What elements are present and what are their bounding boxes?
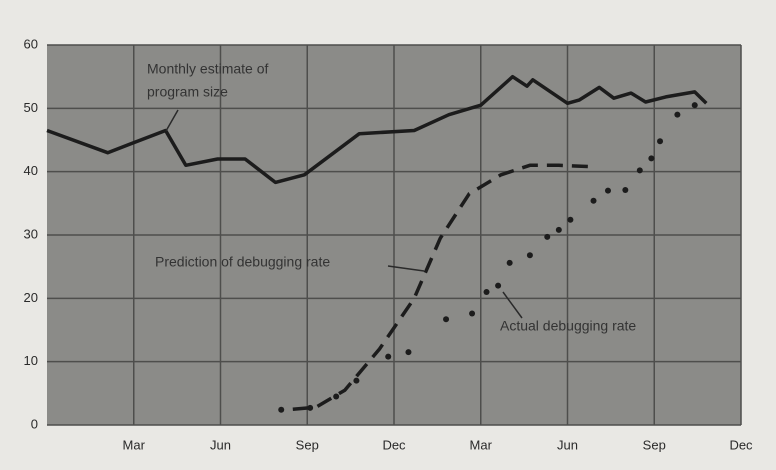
data-point <box>691 102 698 109</box>
data-point <box>567 216 574 223</box>
data-point <box>636 167 643 174</box>
y-tick-label: 50 <box>24 100 38 115</box>
annotation-arrow <box>165 109 179 132</box>
data-point <box>307 404 314 411</box>
x-tick-label: Dec <box>382 437 406 452</box>
data-line <box>46 74 708 185</box>
x-tick-label: Mar <box>470 437 493 452</box>
data-point <box>590 197 597 204</box>
data-point <box>622 187 629 194</box>
data-point <box>506 259 513 266</box>
x-tick-label: Sep <box>643 437 666 452</box>
annotation-arrow <box>387 265 425 272</box>
data-point <box>333 393 340 400</box>
data-point <box>385 353 392 360</box>
data-point <box>278 406 285 413</box>
data-point <box>604 187 611 194</box>
data-point <box>353 377 360 384</box>
y-tick-label: 30 <box>24 226 38 241</box>
x-tick-label: Jun <box>557 437 578 452</box>
data-point <box>648 155 655 162</box>
data-point <box>555 226 562 233</box>
x-tick-label: Jun <box>210 437 231 452</box>
data-point <box>544 233 551 240</box>
data-point <box>483 289 490 295</box>
y-tick-label: 10 <box>24 353 38 368</box>
annotation: Monthly estimate of <box>147 61 268 77</box>
annotation: Prediction of debugging rate <box>155 254 330 270</box>
y-tick-label: 20 <box>24 290 38 305</box>
y-tick-label: 0 <box>31 416 38 431</box>
annotation: Actual debugging rate <box>500 318 636 334</box>
x-tick-label: Mar <box>123 437 146 452</box>
y-tick-label: 40 <box>24 163 38 178</box>
data-point <box>526 252 533 259</box>
x-tick-label: Sep <box>296 437 319 452</box>
data-point <box>469 310 476 317</box>
data-point <box>674 111 681 118</box>
data-line <box>292 163 591 411</box>
annotation-arrow <box>502 291 523 319</box>
data-point <box>443 316 450 323</box>
data-point <box>405 349 412 356</box>
data-point <box>657 138 664 145</box>
annotation: program size <box>147 84 228 100</box>
data-point <box>495 282 502 289</box>
y-tick-label: 60 <box>24 36 38 51</box>
x-tick-label: Dec <box>729 437 753 452</box>
